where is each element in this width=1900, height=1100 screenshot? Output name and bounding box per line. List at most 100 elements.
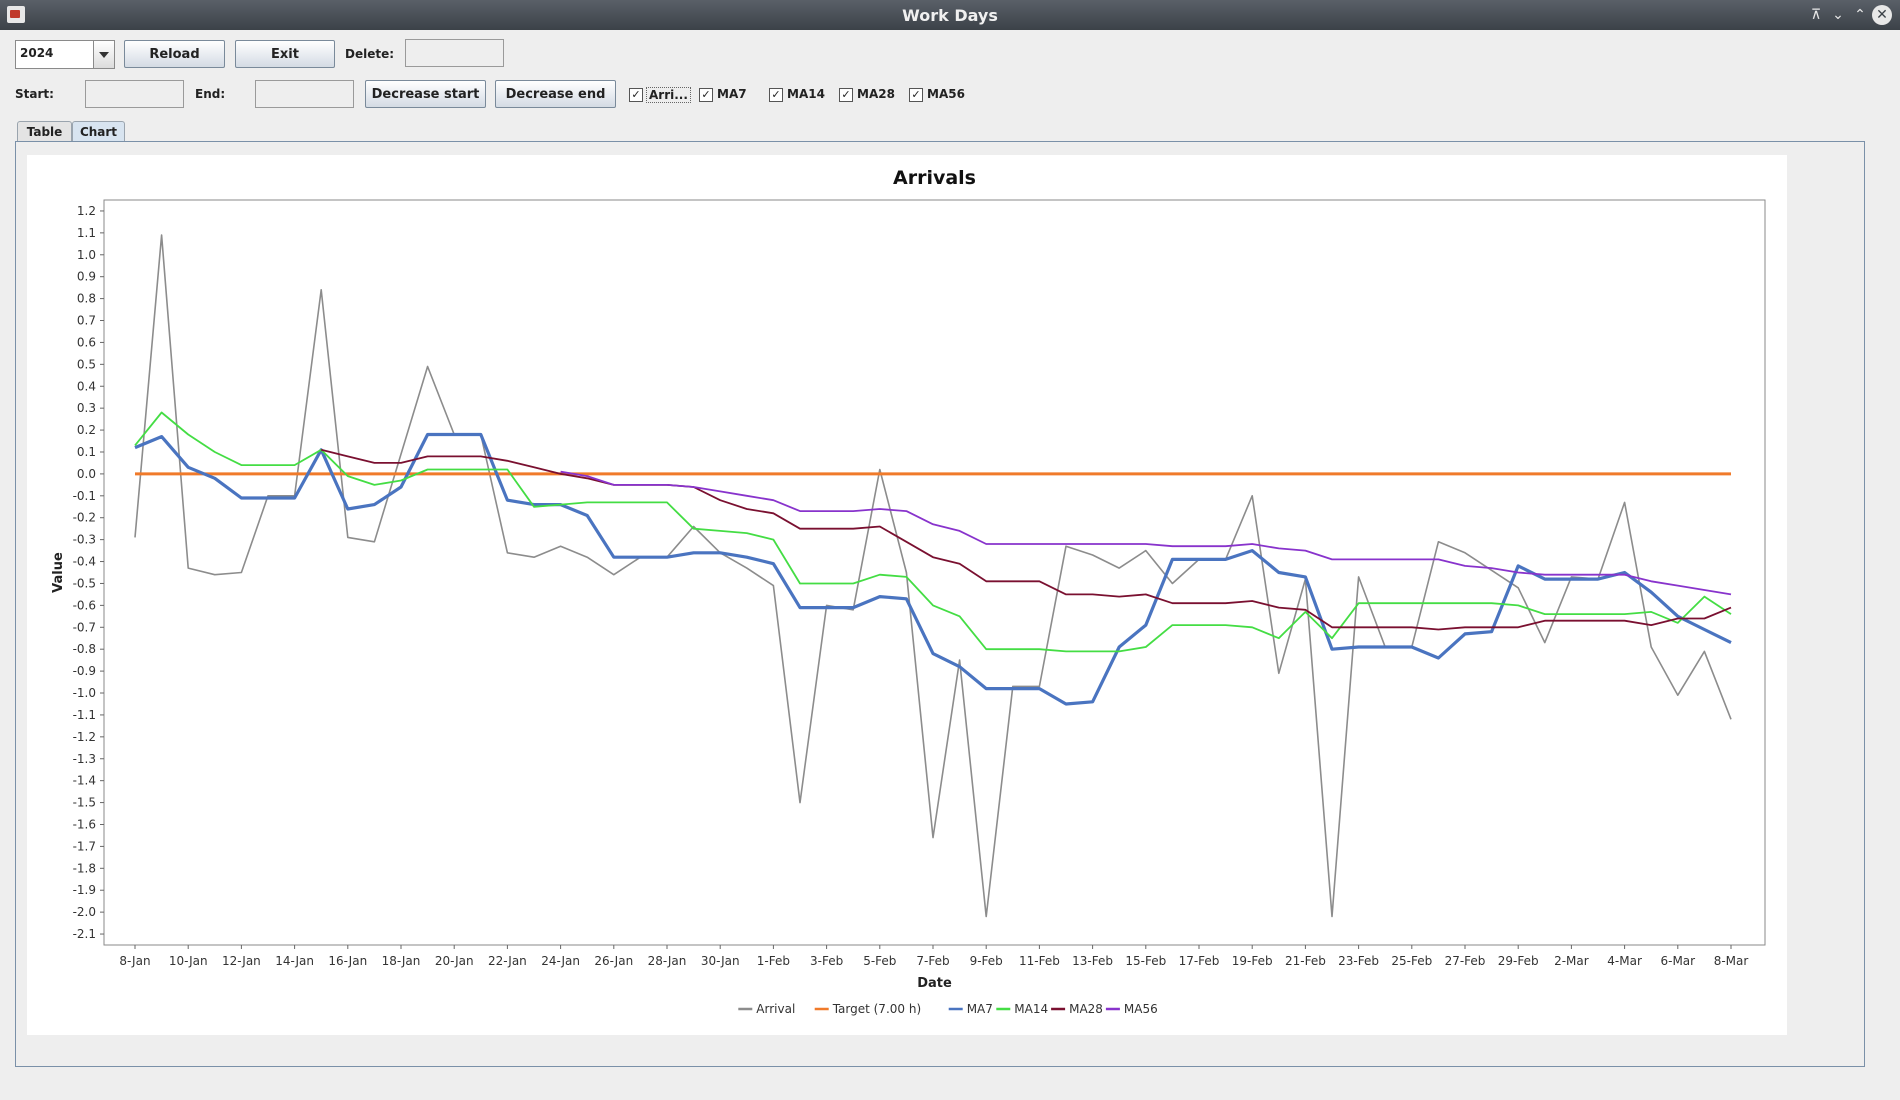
x-tick-label: 24-Jan (541, 954, 580, 968)
series-line-ma7 (134, 432, 1732, 706)
y-tick-label: -0.2 (73, 511, 96, 525)
end-field[interactable] (255, 80, 354, 108)
delete-label: Delete: (345, 47, 395, 61)
y-tick-label: -0.8 (73, 642, 96, 656)
y-tick-label: -0.6 (73, 598, 96, 612)
x-tick-label: 15-Feb (1125, 954, 1166, 968)
start-field[interactable] (85, 80, 184, 108)
checkbox-ma28-label[interactable]: MA28 (857, 87, 895, 101)
decrease-end-button[interactable]: Decrease end (495, 80, 616, 108)
x-tick-label: 27-Feb (1445, 954, 1486, 968)
y-tick-label: -0.5 (73, 576, 96, 590)
x-tick-label: 14-Jan (275, 954, 314, 968)
x-tick-label: 18-Jan (382, 954, 421, 968)
minimize-icon[interactable]: ⌄ (1832, 7, 1844, 23)
maximize-icon[interactable]: ⌃ (1854, 7, 1866, 23)
series-line-ma14 (134, 411, 1732, 653)
chevron-down-icon[interactable] (93, 41, 114, 68)
checkbox-arrival-label[interactable]: Arri... (646, 87, 691, 103)
x-tick-label: 10-Jan (169, 954, 208, 968)
checkbox-arrival[interactable]: ✓ (629, 88, 643, 102)
reload-button[interactable]: Reload (124, 40, 225, 68)
checkbox-ma7-label[interactable]: MA7 (717, 87, 747, 101)
chart-title: Arrivals (893, 167, 976, 189)
checkbox-ma56[interactable]: ✓ (909, 88, 923, 102)
exit-button[interactable]: Exit (235, 40, 335, 68)
legend-label: MA56 (1124, 1002, 1158, 1016)
legend-label: MA28 (1069, 1002, 1103, 1016)
y-tick-label: 1.1 (77, 226, 96, 240)
y-tick-label: -2.0 (73, 905, 96, 919)
start-label: Start: (15, 87, 54, 101)
checkbox-ma14[interactable]: ✓ (769, 88, 783, 102)
legend-label: Target (7.00 h) (832, 1002, 921, 1016)
y-tick-label: -1.6 (73, 817, 96, 831)
y-tick-label: 0.8 (77, 292, 96, 306)
checkbox-ma7[interactable]: ✓ (699, 88, 713, 102)
y-tick-label: 1.0 (77, 248, 96, 262)
y-tick-label: -0.3 (73, 533, 96, 547)
x-tick-label: 13-Feb (1072, 954, 1113, 968)
x-tick-label: 28-Jan (648, 954, 687, 968)
x-tick-label: 23-Feb (1338, 954, 1379, 968)
arrivals-chart: Arrivals 1.2 1.1 1.0 0.9 0.8 0.7 0.6 0.5 0.4 0.3 0.… (51, 167, 1766, 1016)
legend-label: MA14 (1014, 1002, 1048, 1016)
checkbox-ma28[interactable]: ✓ (839, 88, 853, 102)
y-tick-label: 0.2 (77, 423, 96, 437)
series-line-ma28 (320, 448, 1732, 631)
y-tick-label: 0.7 (77, 314, 96, 328)
x-tick-label: 4-Mar (1607, 954, 1642, 968)
decrease-start-button[interactable]: Decrease start (365, 80, 486, 108)
y-tick-label: 0.5 (77, 357, 96, 371)
x-tick-label: 26-Jan (594, 954, 633, 968)
y-tick-label: -1.7 (73, 839, 96, 853)
y-tick-label: -1.2 (73, 730, 96, 744)
x-tick-label: 25-Feb (1391, 954, 1432, 968)
tab-table[interactable]: Table (17, 121, 72, 142)
tab-chart[interactable]: Chart (72, 121, 125, 142)
year-combobox[interactable]: 2024 (15, 40, 115, 69)
y-tick-label: 0.6 (77, 335, 96, 349)
series-line-arrival (134, 234, 1732, 918)
y-tick-label: -1.9 (73, 883, 96, 897)
y-tick-label: -1.5 (73, 796, 96, 810)
y-tick-label: 0.1 (77, 445, 96, 459)
x-tick-label: 19-Feb (1232, 954, 1273, 968)
x-tick-label: 3-Feb (810, 954, 843, 968)
y-tick-label: -0.4 (73, 555, 96, 569)
delete-field[interactable] (405, 39, 504, 67)
y-axis-label: Value (51, 552, 66, 593)
checkbox-ma56-label[interactable]: MA56 (927, 87, 965, 101)
series-line-ma56 (560, 470, 1732, 596)
x-tick-label: 8-Mar (1714, 954, 1749, 968)
y-tick-label: -0.1 (73, 489, 96, 503)
x-tick-label: 21-Feb (1285, 954, 1326, 968)
x-tick-label: 30-Jan (701, 954, 740, 968)
legend-label: Arrival (756, 1002, 795, 1016)
x-tick-label: 8-Jan (119, 954, 150, 968)
y-tick-label: 0.3 (77, 401, 96, 415)
window-title: Work Days (902, 6, 998, 25)
app-icon (7, 6, 25, 23)
plot-border (103, 199, 1766, 946)
y-tick-label: 1.2 (77, 204, 96, 218)
x-tick-label: 6-Mar (1660, 954, 1695, 968)
y-tick-label: -1.1 (73, 708, 96, 722)
x-tick-label: 2-Mar (1554, 954, 1589, 968)
keep-above-icon[interactable]: ⊼ (1810, 7, 1822, 23)
x-tick-label: 20-Jan (435, 954, 474, 968)
checkbox-ma14-label[interactable]: MA14 (787, 87, 825, 101)
chart-area: Arrivals 1.2 1.1 1.0 0.9 0.8 0.7 0.6 0.5 0.4 0.3 0.… (27, 155, 1787, 1035)
y-tick-label: -1.4 (73, 774, 96, 788)
title-bar: Work Days ⊼ ⌄ ⌃ ✕ (0, 0, 1900, 30)
y-tick-label: -1.0 (73, 686, 96, 700)
x-tick-label: 29-Feb (1498, 954, 1539, 968)
x-tick-label: 5-Feb (863, 954, 896, 968)
close-icon[interactable]: ✕ (1872, 5, 1892, 25)
y-tick-label: 0.9 (77, 270, 96, 284)
y-tick-label: -0.7 (73, 620, 96, 634)
y-tick-label: -2.1 (73, 927, 96, 941)
x-axis-label: Date (917, 976, 952, 991)
x-tick-label: 11-Feb (1019, 954, 1060, 968)
y-tick-label: 0.4 (77, 379, 96, 393)
